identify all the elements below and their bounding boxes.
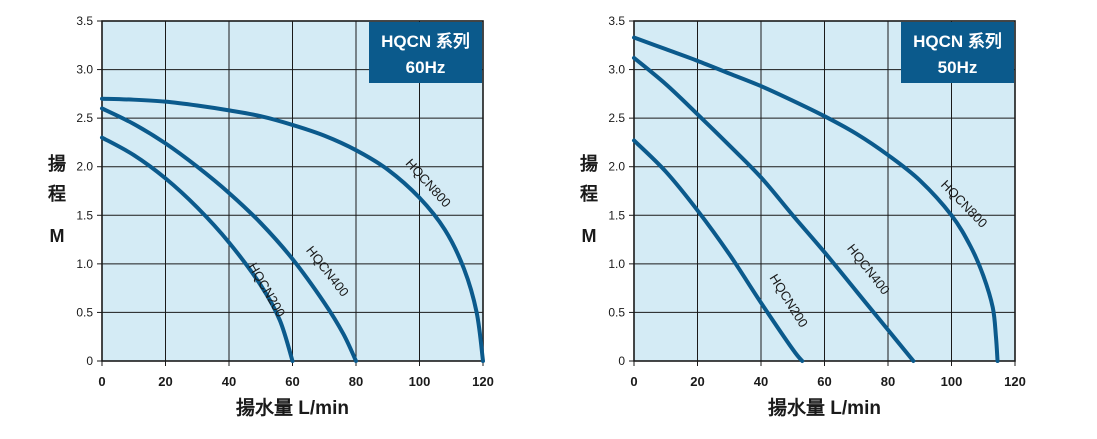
chart-title: HQCN 系列 bbox=[913, 31, 1002, 51]
x-axis-label: 揚水量 L/min bbox=[236, 396, 349, 419]
y-axis-label-char: M bbox=[50, 226, 65, 246]
performance-chart-60hz: 0 0.5 1.0 1.5 2.0 2.5 3.0 3.5 0 20 40 60 80 100 120 揚水量… bbox=[0, 0, 532, 439]
y-axis-label-char: 揚 bbox=[48, 154, 66, 174]
chart-subtitle: 50Hz bbox=[938, 58, 978, 77]
y-axis-label-char: 揚 bbox=[580, 154, 598, 174]
y-tick-label: 3.0 bbox=[608, 63, 625, 77]
x-tick-label: 120 bbox=[1004, 374, 1026, 389]
y-axis-label-char: 程 bbox=[48, 184, 66, 204]
chart-title: HQCN 系列 bbox=[381, 31, 470, 51]
x-tick-label: 40 bbox=[222, 374, 236, 389]
chart-subtitle: 60Hz bbox=[406, 58, 446, 77]
chart-svg-50hz: 0 0.5 1.0 1.5 2.0 2.5 3.0 3.5 0 20 40 60 80 100 120 揚水量… bbox=[580, 14, 1026, 419]
y-tick-label: 1.5 bbox=[76, 208, 93, 222]
y-tick-label: 0.5 bbox=[608, 305, 625, 319]
y-tick-label: 2.5 bbox=[76, 111, 93, 125]
series-line-hqcn400 bbox=[100, 106, 358, 363]
y-tick-label: 1.0 bbox=[76, 257, 93, 271]
y-tick-label: 3.5 bbox=[608, 14, 625, 28]
title-badge bbox=[369, 22, 482, 83]
y-tick-label: 1.5 bbox=[608, 208, 625, 222]
x-tick-label: 100 bbox=[409, 374, 431, 389]
y-tick-label: 2.5 bbox=[608, 111, 625, 125]
series-line-hqcn200 bbox=[632, 138, 805, 363]
x-tick-label: 20 bbox=[158, 374, 172, 389]
y-tick-label: 2.0 bbox=[608, 160, 625, 174]
x-tick-label: 40 bbox=[754, 374, 768, 389]
x-tick-label: 120 bbox=[472, 374, 494, 389]
series-line-hqcn800 bbox=[632, 35, 1000, 363]
x-tick-label: 100 bbox=[941, 374, 963, 389]
y-tick-label: 0.5 bbox=[76, 305, 93, 319]
x-axis-label: 揚水量 L/min bbox=[768, 396, 881, 419]
y-axis-label-char: M bbox=[582, 226, 597, 246]
y-tick-label: 2.0 bbox=[76, 160, 93, 174]
x-tick-label: 80 bbox=[349, 374, 363, 389]
performance-chart-50hz: 0 0.5 1.0 1.5 2.0 2.5 3.0 3.5 0 20 40 60 80 100 120 揚水量… bbox=[532, 0, 1064, 439]
y-tick-label: 0 bbox=[86, 354, 93, 368]
x-tick-label: 60 bbox=[817, 374, 831, 389]
series-line-hqcn400 bbox=[632, 55, 916, 363]
x-tick-label: 80 bbox=[881, 374, 895, 389]
x-tick-label: 60 bbox=[285, 374, 299, 389]
y-axis-label-char: 程 bbox=[580, 184, 598, 204]
series-line-hqcn200 bbox=[100, 135, 295, 363]
y-tick-label: 3.0 bbox=[76, 63, 93, 77]
x-tick-label: 0 bbox=[98, 374, 105, 389]
y-tick-label: 3.5 bbox=[76, 14, 93, 28]
y-tick-label: 1.0 bbox=[608, 257, 625, 271]
x-tick-label: 0 bbox=[630, 374, 637, 389]
chart-svg-60hz: 0 0.5 1.0 1.5 2.0 2.5 3.0 3.5 0 20 40 60 80 100 120 揚水量… bbox=[48, 14, 494, 419]
x-tick-label: 20 bbox=[690, 374, 704, 389]
y-tick-label: 0 bbox=[618, 354, 625, 368]
series-line-hqcn800 bbox=[100, 96, 485, 363]
title-badge bbox=[901, 22, 1014, 83]
